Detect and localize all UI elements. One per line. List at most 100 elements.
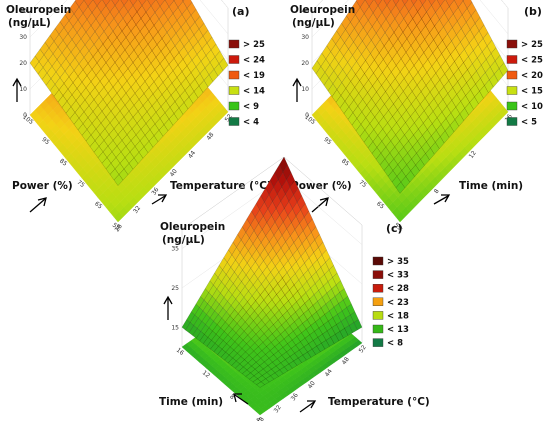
surface-cell — [420, 153, 430, 166]
surface-cell — [350, 14, 360, 29]
surface-cell — [444, 6, 454, 21]
surface-cell — [115, 151, 126, 164]
panel-c-z-tick-2: 35 — [171, 246, 179, 253]
panel-c-y-tick-1: 32 — [273, 404, 283, 414]
panel-a-z-tick-2: 20 — [19, 60, 27, 67]
panel-b-zlabel-line1: Oleuropein — [290, 4, 355, 16]
panel-a-z-tick-1: 10 — [19, 86, 27, 93]
panel-b-z-tick-0: 0 — [305, 112, 309, 119]
surface-cell — [215, 292, 225, 305]
surface-cell — [208, 284, 218, 297]
panel-a-zlabel-line1: Oleuropein — [6, 4, 71, 16]
surface-cell — [122, 11, 133, 25]
surface-cell — [101, 157, 112, 170]
surface-cell — [432, 46, 442, 61]
surface-cell — [425, 147, 435, 161]
panel-c-z-tick-0: 15 — [171, 324, 179, 331]
panel-c-legend-swatch-1 — [372, 270, 384, 279]
surface-cell — [440, 0, 450, 14]
surface-cell — [249, 230, 258, 245]
surface-cell — [385, 84, 395, 99]
surface-cell — [125, 30, 136, 45]
panel-a-legend-swatch-1 — [228, 55, 240, 64]
panel-c-legend: > 35 < 33 < 28 < 23 < 18 < 13 < 8 — [372, 256, 409, 349]
surface-cell — [279, 208, 288, 223]
surface-cell — [377, 72, 387, 86]
panel-a-legend-swatch-2 — [228, 70, 240, 80]
surface-cell — [120, 92, 131, 106]
panel-c-legend-swatch-6 — [372, 338, 384, 347]
panel-b-x-tick-0: 55 — [393, 222, 403, 232]
surface-cell — [113, 174, 124, 186]
surface-cell — [363, 79, 373, 93]
panel-c-legend-label-2: < 28 — [387, 284, 409, 294]
surface-cell — [340, 88, 350, 102]
surface-cell — [396, 58, 406, 73]
panel-b-x-tick-4: 95 — [322, 136, 332, 146]
panel-a-z-tick-0: 0 — [23, 112, 27, 119]
panel-c-legend-label-1: < 33 — [387, 271, 409, 281]
surface-cell — [123, 0, 134, 13]
panel-c-surface — [181, 156, 363, 388]
panel-a-legend-label-1: < 24 — [243, 56, 265, 66]
panel-c-xlabel: Time (min) — [159, 396, 223, 408]
surface-cell — [494, 68, 504, 82]
panel-a-y-tick-3: 40 — [169, 168, 179, 178]
panel-b-legend-swatch-5 — [506, 117, 518, 126]
surface-cell — [365, 53, 375, 68]
surface-cell — [122, 122, 133, 135]
surface-cell — [414, 116, 424, 130]
panel-a-y-tick-0: 28 — [114, 223, 124, 233]
panel-c-legend-label-4: < 18 — [387, 311, 409, 321]
panel-b-wall-grid-3 — [311, 0, 509, 38]
panel-b-legend-swatch-2 — [506, 70, 518, 80]
surface-cell — [398, 91, 408, 105]
panel-c-legend-swatch-0 — [372, 256, 384, 266]
panel-a-ylabel: Temperature (°C) — [170, 180, 272, 192]
surface-cell — [417, 65, 428, 80]
panel-b-xlabel: Power (%) — [291, 180, 352, 192]
panel-b-legend-swatch-4 — [506, 101, 518, 111]
surface-cell — [291, 261, 300, 274]
panel-c-legend-swatch-2 — [372, 284, 384, 293]
surface-cell — [362, 33, 372, 48]
surface-cell — [402, 152, 412, 165]
panel-b-y-tick-2: 12 — [468, 150, 478, 160]
surface-cell — [469, 96, 479, 110]
surface-cell — [348, 99, 358, 113]
surface-cell — [449, 119, 460, 133]
panel-b-legend-swatch-1 — [506, 55, 518, 64]
surface-cell — [351, 118, 362, 132]
surface-cell — [398, 18, 408, 33]
panel-a-y-arrow — [151, 194, 168, 205]
surface-cell — [362, 92, 372, 106]
panel-a-x-tick-4: 95 — [40, 136, 50, 146]
surface-cell — [182, 0, 185, 2]
surface-cell — [397, 103, 407, 117]
panel-b-legend: > 25 < 25 < 20 < 15 < 10 < 5 — [506, 39, 543, 128]
panel-a-y-tick-4: 44 — [187, 150, 197, 160]
panel-c-legend-label-5: < 13 — [387, 325, 409, 335]
surface-cell — [237, 226, 246, 241]
surface-cell — [441, 47, 451, 61]
surface-cell — [367, 85, 377, 99]
surface-cell — [97, 151, 108, 164]
surface-cell — [430, 142, 440, 155]
panel-b-legend-swatch-0 — [506, 39, 518, 49]
panel-c-y-tick-2: 36 — [290, 392, 300, 402]
surface-cell — [455, 41, 465, 56]
surface-cell — [415, 159, 425, 172]
panel-c-y-arrow — [299, 400, 317, 413]
surface-cell — [408, 78, 418, 92]
surface-cell — [454, 113, 464, 127]
surface-cell — [409, 122, 419, 136]
panel-c-label: (c) — [386, 222, 403, 235]
surface-cell — [377, 0, 388, 13]
surface-cell — [417, 135, 427, 148]
surface-cell — [408, 4, 418, 19]
surface-cell — [107, 140, 118, 153]
panel-b: 0102030405565758595105481216 Oleuropein … — [290, 0, 543, 232]
surface-cell — [366, 98, 376, 112]
surface-cell — [49, 84, 60, 97]
panel-b-x-arrow — [311, 197, 329, 213]
